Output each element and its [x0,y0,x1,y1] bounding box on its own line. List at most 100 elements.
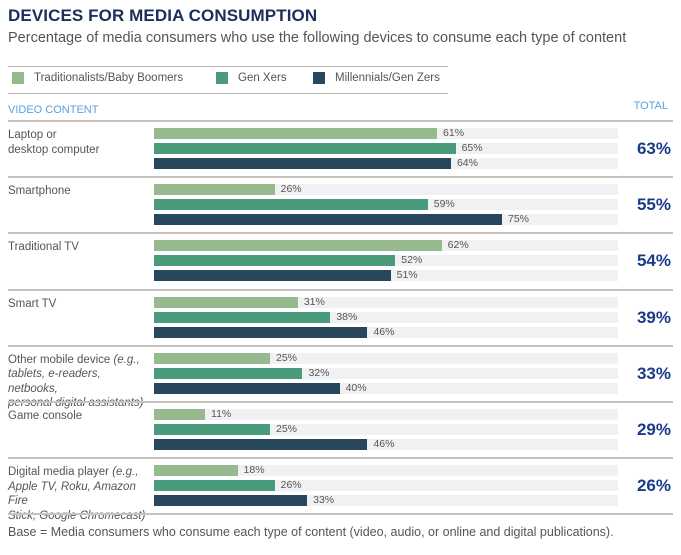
bar-track: 18% [154,464,618,477]
row-separator [8,232,673,235]
bar-value-label: 18% [243,464,265,477]
label-note: Apple TV, Roku, Amazon Fire [8,480,136,508]
bar-track: 31% [154,296,618,308]
row-separator [8,176,673,179]
label-note: (e.g., [112,466,139,479]
bar-value-label: 33% [313,494,335,507]
label-note: personal digital assistants) [8,397,144,410]
bar-track: 25% [154,423,618,435]
bar-track: 46% [154,325,618,338]
legend-item-millennials: Millennials/Gen Zers [313,72,440,84]
legend-bottom-rule [8,93,448,94]
total-value: 63% [636,139,671,158]
total-value: 55% [636,195,671,215]
bar [154,199,428,211]
bar-value-label: 65% [461,142,483,154]
row-separator [8,288,673,291]
bar [154,158,451,169]
label-text: Digital media player [8,466,113,479]
bar [154,424,270,435]
category-label-line: Laptop or [8,128,153,143]
total-value: 33% [636,363,671,383]
bar [154,465,238,477]
bar-value-label: 51% [396,269,418,282]
row-separator [8,120,673,122]
bar-track: 64% [154,157,618,169]
bar-value-label: 46% [373,438,395,450]
bar-track: 65% [154,142,618,154]
category-label-line: Traditional TV [8,240,153,255]
bar-value-label: 64% [456,157,478,169]
bar-track: 26% [154,183,618,196]
bar-track: 26% [154,479,618,492]
bar-value-label: 62% [447,239,469,252]
label-text: Other mobile device [8,353,114,366]
row-separator [8,457,673,460]
bar-value-label: 26% [280,479,302,492]
category-label: Laptop or desktop computer [8,128,153,157]
total-value: 26% [636,476,671,496]
bar-track: 61% [154,127,618,139]
label-text: desktop computer [8,143,100,156]
bar [154,128,438,139]
bar [154,352,270,364]
category-label: Traditional TV [8,240,153,255]
category-label-line: Game console [8,409,153,424]
bar [154,296,298,308]
bar-value-label: 61% [443,127,465,139]
legend-item-genx: Gen Xers [216,72,287,84]
bar [154,495,308,507]
row-separator [8,513,673,516]
chart-title: DEVICES FOR MEDIA CONSUMPTION [8,6,318,25]
total-value: 39% [636,307,671,327]
legend-swatch-genx [216,72,228,84]
legend: Traditionalists/Baby Boomers Gen Xers Mi… [8,72,448,90]
legend-swatch-boomers [12,72,24,84]
bar-value-label: 25% [276,351,298,364]
category-label: Game console [8,409,153,424]
bar-value-label: 46% [373,325,395,338]
bar-track: 33% [154,494,618,507]
bar-track: 75% [154,213,618,226]
label-text: Traditional TV [8,241,79,254]
bar-value-label: 26% [280,183,302,196]
bar-value-label: 11% [211,408,232,420]
legend-top-rule [8,66,448,67]
bar [154,184,275,196]
label-text: Smartphone [8,185,71,198]
category-label-line: tablets, e-readers, netbooks, [8,367,153,396]
bar-track: 62% [154,239,618,252]
category-label: Digital media player (e.g., Apple TV, Rok… [8,465,153,523]
bar-track: 46% [154,438,618,450]
section-label: VIDEO CONTENT [8,104,99,116]
footnote: Base = Media consumers who consume each … [8,525,614,539]
bar-track: 52% [154,254,618,267]
total-value: 29% [636,420,671,439]
label-text: Game console [8,410,83,422]
row-separator [8,344,673,347]
category-label-line: Apple TV, Roku, Amazon Fire [8,480,153,509]
bar [154,143,456,154]
bar-track: 32% [154,367,618,379]
row-separator [8,401,673,403]
bar-value-label: 75% [508,213,530,226]
category-label: Smartphone [8,184,153,199]
total-column-header: TOTAL [633,100,668,112]
label-note: Stick, Google Chromecast) [8,509,146,522]
category-label-line: Smart TV [8,297,153,312]
label-note: (e.g., [113,353,140,366]
label-text: Laptop or [8,129,57,141]
bar-track: 38% [154,311,618,323]
bar [154,270,391,282]
bar-value-label: 52% [401,254,423,267]
category-label-line: Smartphone [8,184,153,199]
bar [154,214,502,226]
legend-item-boomers: Traditionalists/Baby Boomers [12,72,183,84]
bar [154,382,340,394]
legend-label: Gen Xers [238,72,287,84]
category-label-line: Digital media player (e.g., [8,465,153,480]
bar [154,480,275,492]
legend-label: Millennials/Gen Zers [335,72,440,84]
bar-value-label: 25% [276,423,298,435]
bar [154,326,368,338]
